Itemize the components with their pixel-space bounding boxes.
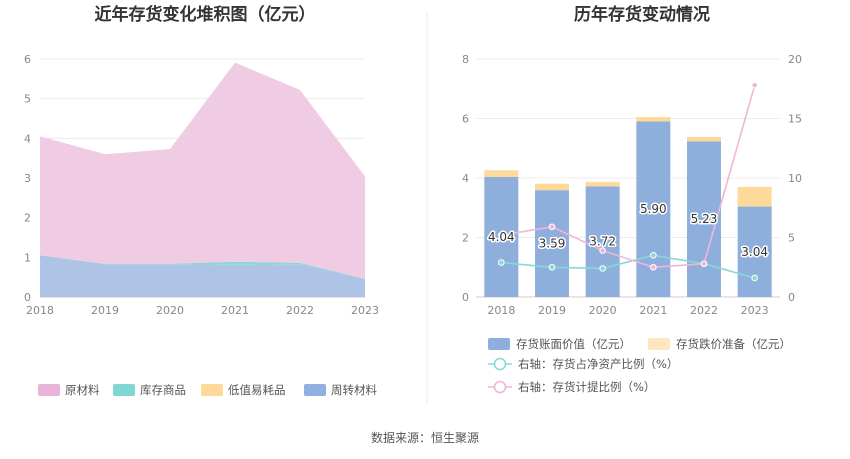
legend-label: 存货跌价准备（亿元） [676, 337, 791, 351]
line-point [650, 263, 657, 271]
right-chart: 0 2 4 6 8 0 5 10 15 20 2018 2019 2020 2021 2022 2023 4.0… [462, 53, 802, 394]
bar-data-label: 5.23 [691, 212, 718, 226]
right-x-tick-label: 2022 [690, 304, 718, 317]
bar-data-label: 3.59 [539, 237, 566, 251]
left-y-tick-label: 3 [24, 172, 31, 185]
right-chart-title: 历年存货变动情况 [574, 4, 710, 25]
left-y-tick-label: 2 [24, 212, 31, 225]
line-point [751, 274, 758, 282]
right-y-tick-label: 0 [462, 291, 469, 304]
legend-label: 周转材料 [331, 383, 377, 397]
legend-swatch [648, 338, 670, 350]
right-x-tick-label: 2018 [487, 304, 515, 317]
left-x-tick-label: 2021 [221, 304, 249, 317]
bar-data-label: 3.72 [589, 235, 616, 249]
left-x-tick-label: 2019 [91, 304, 119, 317]
right-y-tick-label: 6 [462, 113, 469, 126]
legend-swatch [304, 384, 326, 396]
area-series [40, 255, 365, 297]
bar [585, 186, 620, 297]
line-point [548, 263, 556, 271]
line-point [548, 223, 556, 231]
legend-label: 存货账面价值（亿元） [516, 337, 631, 351]
bar [737, 206, 772, 297]
left-y-tick-label: 4 [24, 132, 31, 145]
bar-data-label: 3.04 [741, 245, 768, 259]
bar [636, 117, 671, 122]
legend-marker [493, 357, 507, 371]
data-source: 数据来源：恒生聚源 [371, 430, 479, 445]
line-point [599, 265, 606, 272]
bar [687, 141, 721, 297]
bar [535, 183, 569, 191]
right-y-tick-label: 2 [462, 232, 469, 245]
bar-data-label: 4.04 [488, 230, 515, 244]
legend-swatch [201, 384, 223, 396]
right-y-tick-label: 4 [462, 172, 469, 185]
right-y2-tick-label: 20 [788, 53, 802, 66]
line-point [498, 231, 505, 239]
line-point [751, 81, 758, 89]
right-x-tick-label: 2019 [538, 304, 566, 317]
line-series [501, 84, 756, 269]
right-x-tick-label: 2023 [741, 304, 769, 317]
right-y-tick-label: 8 [462, 53, 469, 66]
legend-label: 原材料 [65, 383, 100, 397]
legend-swatch [488, 338, 510, 350]
bar [585, 181, 620, 187]
left-x-tick-label: 2020 [156, 304, 184, 317]
right-y2-tick-label: 15 [788, 113, 802, 126]
left-x-tick-label: 2018 [26, 304, 54, 317]
right-x-tick-label: 2021 [639, 304, 667, 317]
line-point [700, 260, 708, 267]
right-y2-tick-label: 10 [788, 172, 802, 185]
line-point [599, 247, 606, 254]
bar [737, 186, 772, 207]
line-point [650, 252, 657, 259]
left-y-tick-label: 1 [24, 251, 31, 264]
legend-marker [493, 380, 507, 394]
right-y2-tick-label: 0 [788, 291, 795, 304]
line-point [498, 259, 505, 266]
left-y-tick-label: 0 [24, 291, 31, 304]
area-series [40, 62, 365, 279]
left-chart-title: 近年存货变化堆积图（亿元） [95, 4, 316, 25]
legend-swatch [113, 384, 135, 396]
left-chart: 0 1 2 3 4 5 6 2018 2019 2020 2021 2022 2023 原材料 库存商品 低值… [24, 53, 379, 397]
bar [484, 170, 519, 177]
right-x-tick-label: 2020 [589, 304, 617, 317]
left-x-tick-label: 2023 [351, 304, 379, 317]
bar [687, 136, 721, 142]
bar [535, 190, 569, 297]
legend-label: 库存商品 [140, 383, 186, 397]
left-x-tick-label: 2022 [286, 304, 314, 317]
legend-label: 右轴：存货占净资产比例（%） [518, 357, 678, 371]
left-y-tick-label: 6 [24, 53, 31, 66]
right-y2-tick-label: 5 [788, 232, 795, 245]
legend-label: 低值易耗品 [228, 383, 286, 397]
line-series [501, 254, 755, 279]
legend-label: 右轴：存货计提比例（%） [518, 380, 655, 394]
left-y-tick-label: 5 [24, 93, 31, 106]
bar-data-label: 5.90 [640, 202, 667, 216]
legend-swatch [38, 384, 60, 396]
